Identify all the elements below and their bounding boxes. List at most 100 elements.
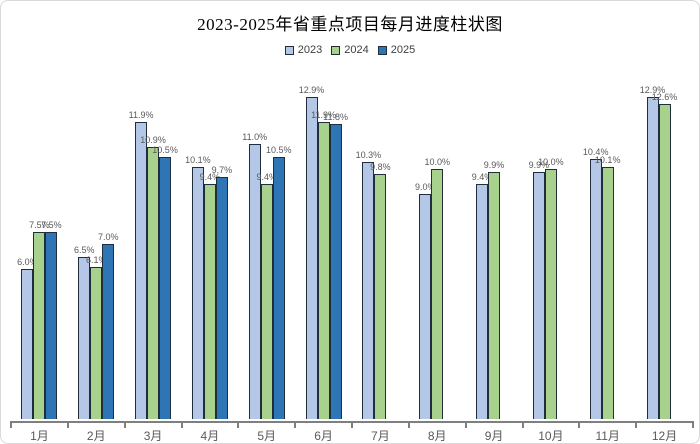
legend-swatch-2025 <box>377 45 387 55</box>
bar-2023-1月: 6.0% <box>17 258 38 419</box>
bar-2023-7月: 10.3% <box>356 150 381 419</box>
bar-group-11月: 10.4% 10.1% <box>579 79 636 419</box>
bar-value-label: 9.7% <box>211 164 233 175</box>
legend-label: 2023 <box>297 44 323 56</box>
bar-2024-8月: 10.0% <box>424 158 450 419</box>
bar-2024-1月: 7.5% <box>29 220 50 419</box>
bars: 12.9% 11.9% 11.8% <box>299 85 348 419</box>
bar-2023-11月: 10.4% <box>583 148 608 419</box>
bar-value-label: 9.4% <box>471 172 493 182</box>
bar-2023-9月: 9.4% <box>472 173 492 419</box>
bar-value-label: 9.9% <box>483 159 505 170</box>
bar-groups: 6.0% 7.5% 7.5% 6.5% 6.1% 7.0% 11.9% 10.9% 10.5% 1… <box>11 79 693 419</box>
x-axis-tick <box>180 421 183 428</box>
bar-2024-12月: 12.6% <box>652 93 677 419</box>
bar-value-label: 11.9% <box>128 109 154 120</box>
bar-group-5月: 11.0% 9.4% 10.5% <box>238 79 295 419</box>
x-axis-tick <box>66 421 69 428</box>
bar-2024-4月: 9.4% <box>200 173 220 419</box>
x-axis-tick <box>351 421 353 428</box>
bar-2024-11月: 10.1% <box>595 155 620 419</box>
bar-group-2月: 6.5% 6.1% 7.0% <box>68 79 125 419</box>
bar-value-label: 9.4% <box>256 172 277 182</box>
x-axis-tick <box>521 421 524 428</box>
bar-2025-3月: 10.5% <box>152 145 178 419</box>
bar-group-12月: 12.9% 12.6% <box>636 79 693 419</box>
bar-2025-2月: 7.0% <box>98 233 118 419</box>
legend: 2023 2024 2025 <box>1 44 699 56</box>
bar-group-10月: 9.9% 10.0% <box>522 79 579 419</box>
bar-2025-6月: 11.8% <box>323 113 348 419</box>
bar-2024-2月: 6.1% <box>86 255 106 419</box>
bars: 11.9% 10.9% 10.5% <box>129 110 178 419</box>
bar-value-label: 6.5% <box>73 244 95 255</box>
plot-area: 6.0% 7.5% 7.5% 6.5% 6.1% 7.0% 11.9% 10.9% 10.5% 1… <box>11 79 693 419</box>
bar-value-label: 10.0% <box>538 157 564 167</box>
bar-value-label: 10.1% <box>185 154 211 165</box>
legend-item-2025: 2025 <box>377 44 416 56</box>
x-axis-label-5月: 5月 <box>257 429 277 443</box>
bar-value-label: 10.1% <box>594 154 621 165</box>
legend-swatch-2024 <box>331 45 341 55</box>
bar-2024-9月: 9.9% <box>484 160 504 419</box>
bar-value-label: 10.9% <box>140 134 166 145</box>
bar-2024-5月: 9.4% <box>256 173 277 419</box>
bar-2023-10月: 9.9% <box>529 160 549 419</box>
bars: 11.0% 9.4% 10.5% <box>242 133 291 419</box>
bar-2023-8月: 9.0% <box>415 183 435 419</box>
bar-value-label: 9.9% <box>528 159 550 170</box>
bar-value-label: 12.6% <box>651 92 678 102</box>
bar-value-label: 10.5% <box>265 144 292 155</box>
x-axis-tick <box>237 421 240 428</box>
bars: 10.1% 9.4% 9.7% <box>185 155 232 419</box>
bar-2024-7月: 9.8% <box>370 163 391 419</box>
bar-group-8月: 9.0% 10.0% <box>409 79 466 419</box>
bar-value-label: 6.0% <box>17 257 38 267</box>
bar-2024-6月: 11.9% <box>311 110 336 419</box>
bars: 12.9% 12.6% <box>640 85 683 419</box>
bar-value-label: 7.5% <box>29 219 50 230</box>
bar-value-label: 7.0% <box>97 232 119 242</box>
legend-item-2023: 2023 <box>284 44 323 56</box>
legend-swatch-2023 <box>284 45 294 55</box>
bar-2023-3月: 11.9% <box>129 110 153 419</box>
legend-label: 2025 <box>390 44 416 56</box>
x-axis-tick <box>692 421 694 428</box>
bars: 6.0% 7.5% 7.5% <box>17 220 62 419</box>
x-axis-label-4月: 4月 <box>200 429 220 443</box>
x-axis-label-2月: 2月 <box>86 429 106 443</box>
bar-group-6月: 12.9% 11.9% 11.8% <box>295 79 352 419</box>
x-axis-label-1月: 1月 <box>30 429 49 443</box>
bar-value-label: 10.4% <box>582 147 609 157</box>
bar-2023-2月: 6.5% <box>74 245 94 419</box>
bar-2025-5月: 10.5% <box>266 145 291 419</box>
legend-item-2024: 2024 <box>331 44 369 56</box>
x-axis-tick <box>464 421 467 428</box>
legend-label: 2024 <box>344 44 369 56</box>
x-axis-tick <box>578 421 581 428</box>
bars: 9.0% 10.0% <box>415 158 455 419</box>
bar-value-label: 12.9% <box>298 84 325 95</box>
bars: 10.4% 10.1% <box>583 148 626 419</box>
bar-2023-12月: 12.9% <box>640 85 665 419</box>
x-axis-label-10月: 10月 <box>538 429 564 443</box>
bar-value-label: 9.4% <box>199 172 221 182</box>
bar-group-9月: 9.4% 9.9% <box>466 79 523 419</box>
x-axis-label-11月: 11月 <box>595 429 620 443</box>
bar-2025-4月: 9.7% <box>212 165 232 419</box>
bar-value-label: 10.5% <box>152 144 178 155</box>
bar-value-label: 11.0% <box>242 132 268 142</box>
bar-value-label: 9.0% <box>414 182 436 192</box>
x-axis <box>10 421 694 429</box>
bar-2025-1月: 7.5% <box>41 220 62 419</box>
bar-value-label: 7.5% <box>41 219 62 230</box>
x-axis-tick <box>123 421 126 428</box>
bar-group-3月: 11.9% 10.9% 10.5% <box>125 79 182 419</box>
x-axis-tick <box>10 421 12 428</box>
x-axis-label-6月: 6月 <box>314 429 333 443</box>
bar-2024-10月: 10.0% <box>538 158 564 419</box>
x-axis-tick <box>407 421 410 428</box>
x-axis-tick <box>635 421 638 428</box>
bar-value-label: 9.8% <box>370 162 391 172</box>
bar-value-label: 10.3% <box>355 149 382 160</box>
